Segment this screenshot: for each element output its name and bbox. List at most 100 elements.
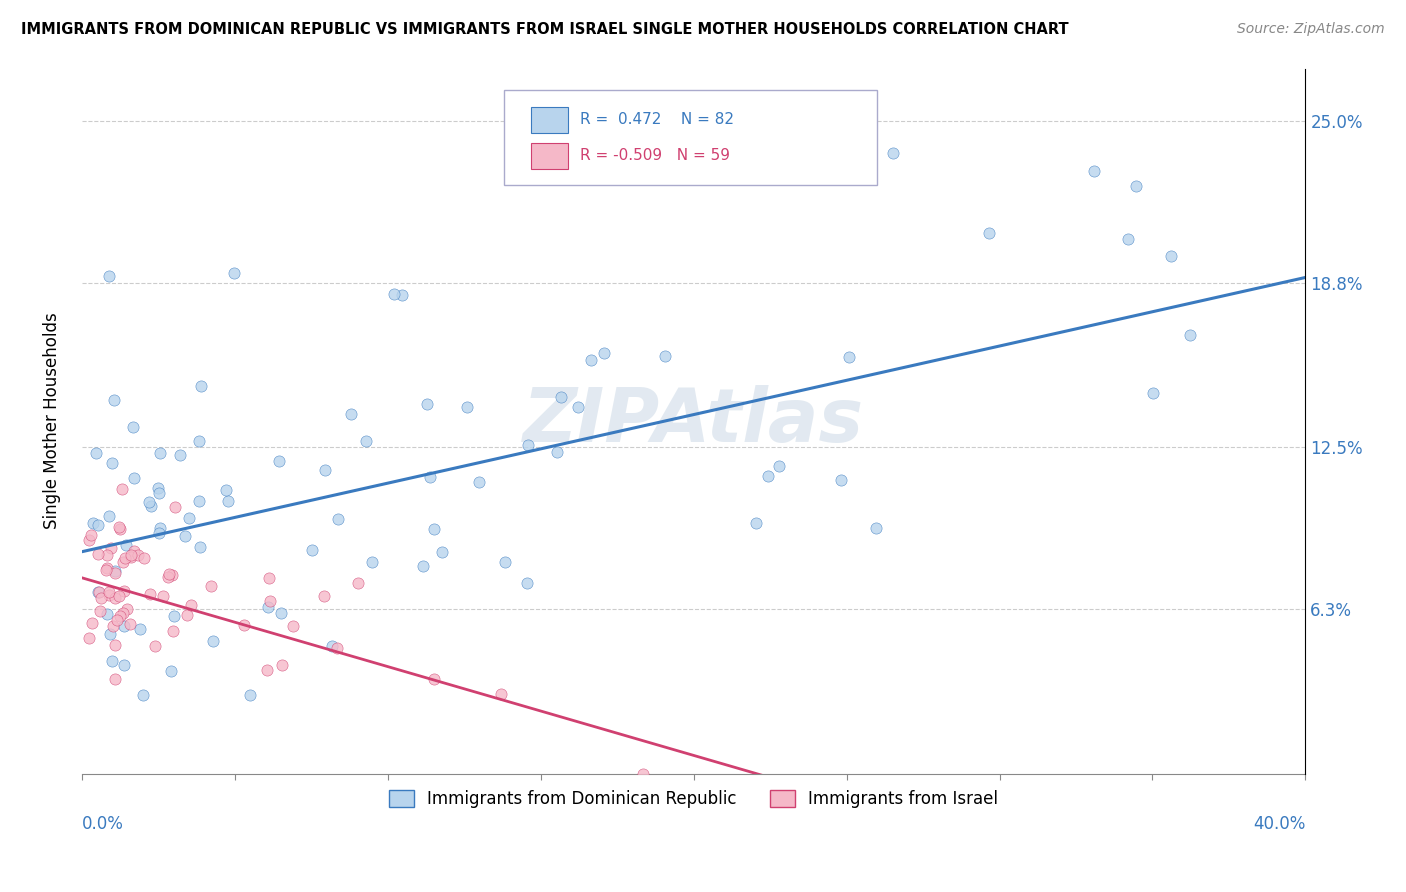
Text: 0.0%: 0.0%	[82, 815, 124, 833]
Point	[592, 346, 614, 360]
Point	[259, 594, 281, 608]
Point	[80, 527, 103, 541]
Point	[97, 588, 120, 602]
Point	[112, 606, 135, 620]
Point	[517, 438, 540, 452]
Point	[149, 446, 172, 460]
Point	[139, 500, 162, 514]
Point	[82, 615, 104, 630]
Point	[865, 520, 887, 534]
Point	[132, 689, 155, 703]
Point	[567, 400, 589, 414]
Point	[77, 533, 100, 547]
Y-axis label: Single Mother Households: Single Mother Households	[44, 313, 60, 530]
Point	[86, 446, 108, 460]
Bar	[531, 143, 568, 169]
Point	[325, 641, 347, 656]
Point	[97, 509, 120, 524]
Point	[256, 664, 278, 678]
Point	[281, 619, 304, 633]
Point	[339, 407, 361, 421]
Point	[104, 638, 127, 652]
Point	[97, 268, 120, 283]
Text: Source: ZipAtlas.com: Source: ZipAtlas.com	[1237, 22, 1385, 37]
Point	[360, 555, 382, 569]
Point	[256, 599, 278, 614]
Point	[100, 541, 122, 556]
Text: IMMIGRANTS FROM DOMINICAN REPUBLIC VS IMMIGRANTS FROM ISRAEL SINGLE MOTHER HOUSE: IMMIGRANTS FROM DOMINICAN REPUBLIC VS IM…	[21, 22, 1069, 37]
Point	[100, 456, 122, 470]
Point	[163, 609, 186, 624]
Point	[90, 591, 112, 605]
Point	[174, 529, 197, 543]
Point	[326, 511, 349, 525]
Point	[1116, 232, 1139, 246]
Point	[114, 551, 136, 566]
Point	[112, 584, 135, 599]
Point	[232, 618, 254, 632]
Point	[1160, 249, 1182, 263]
Point	[456, 400, 478, 414]
Point	[104, 672, 127, 686]
Point	[187, 493, 209, 508]
Point	[838, 350, 860, 364]
Point	[494, 555, 516, 569]
Point	[516, 576, 538, 591]
Point	[100, 626, 122, 640]
Point	[139, 587, 162, 601]
Point	[82, 516, 104, 531]
Point	[830, 473, 852, 487]
Text: 40.0%: 40.0%	[1253, 815, 1305, 833]
Point	[1125, 178, 1147, 193]
Point	[347, 576, 370, 591]
Point	[1142, 386, 1164, 401]
Point	[238, 689, 260, 703]
Point	[215, 483, 238, 498]
Point	[312, 590, 335, 604]
Point	[138, 495, 160, 509]
Point	[108, 520, 131, 534]
Point	[176, 608, 198, 623]
Point	[98, 585, 121, 599]
Point	[108, 589, 131, 603]
Point	[104, 566, 127, 580]
Point	[112, 658, 135, 673]
Point	[89, 604, 111, 618]
Point	[120, 617, 142, 632]
Point	[756, 468, 779, 483]
Point	[160, 664, 183, 678]
Point	[467, 475, 489, 489]
Point	[120, 548, 142, 562]
Point	[391, 287, 413, 301]
Point	[77, 631, 100, 645]
Point	[190, 541, 212, 555]
Point	[117, 602, 139, 616]
Point	[430, 545, 453, 559]
Point	[546, 445, 568, 459]
FancyBboxPatch shape	[503, 90, 877, 185]
Point	[419, 470, 441, 484]
Point	[200, 579, 222, 593]
Point	[768, 459, 790, 474]
Point	[550, 390, 572, 404]
Point	[412, 559, 434, 574]
Point	[96, 549, 118, 563]
Point	[145, 640, 167, 654]
Point	[114, 537, 136, 551]
Point	[157, 566, 180, 581]
Point	[301, 543, 323, 558]
Point	[190, 379, 212, 393]
Point	[579, 352, 602, 367]
Point	[152, 589, 174, 603]
Point	[1178, 328, 1201, 343]
Point	[124, 543, 146, 558]
Legend: Immigrants from Dominican Republic, Immigrants from Israel: Immigrants from Dominican Republic, Immi…	[382, 783, 1005, 814]
Point	[314, 463, 336, 477]
Point	[270, 607, 292, 621]
Point	[122, 471, 145, 485]
Point	[356, 434, 378, 448]
Point	[112, 619, 135, 633]
Point	[86, 547, 108, 561]
Point	[165, 500, 187, 514]
Point	[108, 522, 131, 536]
